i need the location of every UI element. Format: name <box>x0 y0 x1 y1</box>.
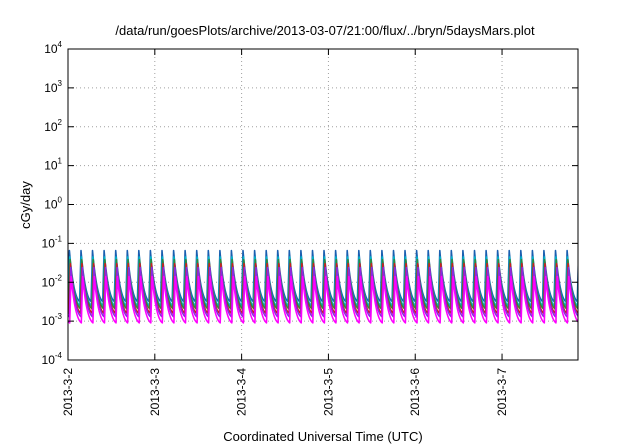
y-tick-label: 101 <box>44 157 62 173</box>
y-tick-label: 102 <box>44 118 62 134</box>
chart-title: /data/run/goesPlots/archive/2013-03-07/2… <box>115 23 535 38</box>
x-axis: 2013-3-2 2013-3-3 2013-3-4 2013-3-5 2013-3-6… <box>61 49 509 416</box>
y-tick-label: 103 <box>44 79 62 95</box>
y-tick-label: 10-1 <box>42 234 63 250</box>
x-tick-label: 2013-3-4 <box>235 368 249 416</box>
x-tick-label: 2013-3-2 <box>61 368 75 416</box>
x-tick-label: 2013-3-5 <box>321 368 335 416</box>
x-axis-label: Coordinated Universal Time (UTC) <box>223 429 422 444</box>
series-line <box>68 275 578 324</box>
y-tick-label: 10-2 <box>42 273 63 289</box>
x-tick-label: 2013-3-6 <box>408 368 422 416</box>
y-tick-label: 10-4 <box>42 351 63 367</box>
x-tick-label: 2013-3-7 <box>495 368 509 416</box>
y-axis: 10-4 10-3 10-2 10-1 100 101 102 103 104 <box>42 40 578 367</box>
y-tick-label: 104 <box>44 40 62 56</box>
y-tick-label: 100 <box>44 196 62 212</box>
y-tick-label: 10-3 <box>42 312 63 328</box>
y-axis-label: cGy/day <box>18 181 33 229</box>
x-tick-label: 2013-3-3 <box>148 368 162 416</box>
series-group <box>68 249 578 324</box>
